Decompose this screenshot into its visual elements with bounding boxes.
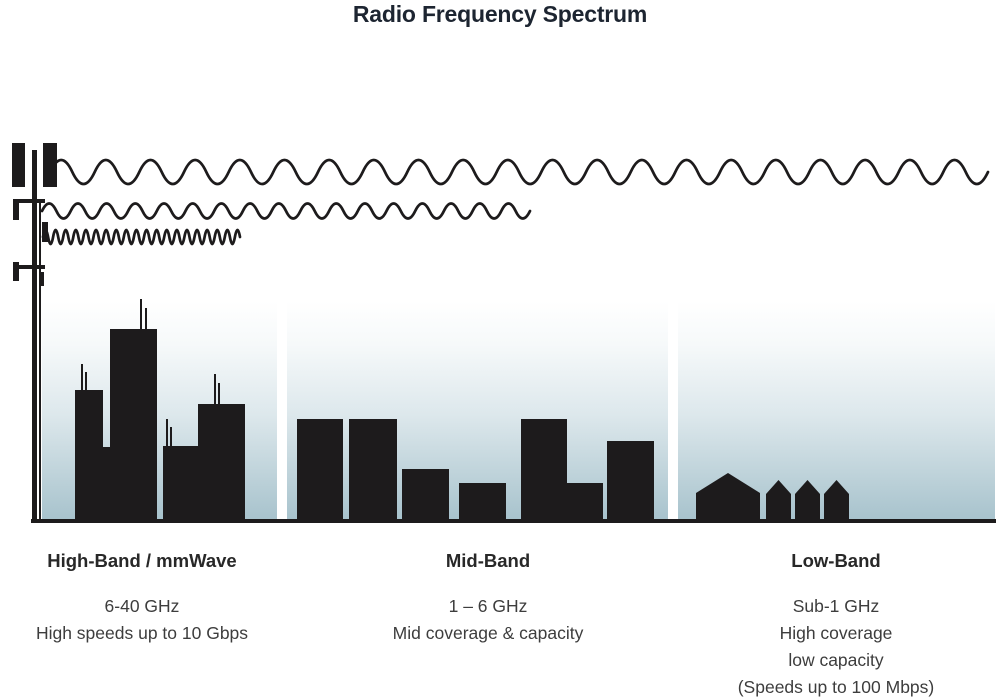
medium-wavelength-wave bbox=[40, 202, 532, 220]
band-title-high: High-Band / mmWave bbox=[47, 550, 237, 571]
band-label-mid: Mid-Band 1 – 6 GHz Mid coverage & capacit… bbox=[346, 550, 630, 647]
page-title: Radio Frequency Spectrum bbox=[352, 1, 648, 27]
cell-tower-mast bbox=[32, 150, 37, 521]
cell-tower-antenna-panel-left bbox=[12, 143, 25, 187]
band-detail-line: High speeds up to 10 Gbps bbox=[35, 623, 249, 643]
rooftop-antenna bbox=[139, 299, 142, 331]
band-details-low: Sub-1 GHz High coverage low capacity (Speed… bbox=[694, 593, 978, 700]
band-detail-line: (Speeds up to 100 Mbps) bbox=[737, 677, 935, 697]
short-wavelength-wave bbox=[41, 228, 242, 246]
cell-tower-crossarm-upper bbox=[13, 199, 45, 203]
long-wavelength-wave bbox=[48, 158, 990, 186]
skyscraper bbox=[103, 447, 110, 520]
band-detail-line: Sub-1 GHz bbox=[792, 596, 880, 616]
skyscraper bbox=[110, 329, 157, 520]
band-detail-line: 6-40 GHz bbox=[104, 596, 180, 616]
rooftop-antenna bbox=[217, 383, 220, 406]
band-details-high: 6-40 GHz High speeds up to 10 Gbps bbox=[0, 593, 284, 647]
cell-tower-mast-stub-lower bbox=[39, 272, 44, 286]
band-detail-line: Mid coverage & capacity bbox=[392, 623, 584, 643]
skyscraper bbox=[163, 446, 198, 520]
skyscraper bbox=[75, 390, 103, 520]
band-label-high: High-Band / mmWave 6-40 GHz High speeds u… bbox=[0, 550, 284, 647]
rooftop-antenna bbox=[170, 427, 172, 448]
mid-rise-building bbox=[607, 441, 654, 520]
cell-tower-antenna-panel-right bbox=[43, 143, 57, 187]
mid-rise-building bbox=[402, 469, 449, 520]
rooftop-antenna bbox=[144, 308, 147, 331]
ground-line bbox=[31, 518, 996, 523]
rooftop-antenna bbox=[85, 371, 87, 392]
band-detail-line: low capacity bbox=[788, 650, 884, 670]
band-detail-line: 1 – 6 GHz bbox=[448, 596, 528, 616]
mid-rise-building bbox=[349, 419, 397, 520]
cell-tower-crossarm-lower-panel bbox=[13, 262, 19, 281]
mid-rise-building bbox=[567, 483, 603, 520]
band-details-mid: 1 – 6 GHz Mid coverage & capacity bbox=[346, 593, 630, 647]
rooftop-antenna bbox=[213, 374, 216, 406]
cell-tower-crossarm-lower bbox=[13, 265, 45, 269]
mid-rise-building bbox=[297, 419, 343, 520]
cell-tower-crossarm-upper-panel bbox=[13, 201, 19, 220]
mid-rise-building bbox=[459, 483, 506, 520]
skyscraper bbox=[198, 404, 245, 520]
mid-rise-building bbox=[521, 419, 567, 520]
rooftop-antenna bbox=[166, 419, 168, 448]
cell-tower-mast-stub-upper bbox=[42, 222, 48, 242]
cell-tower-mast-guy-line bbox=[38, 200, 41, 521]
band-title-low: Low-Band bbox=[791, 550, 881, 571]
band-detail-line: High coverage bbox=[779, 623, 893, 643]
rooftop-antenna bbox=[80, 364, 83, 392]
band-label-low: Low-Band Sub-1 GHz High coverage low capac… bbox=[694, 550, 978, 700]
band-title-mid: Mid-Band bbox=[445, 550, 531, 571]
